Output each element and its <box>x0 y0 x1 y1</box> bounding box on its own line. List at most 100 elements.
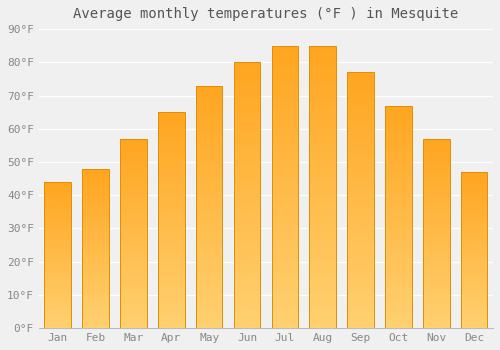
Bar <box>385 297 411 301</box>
Bar <box>82 261 109 264</box>
Bar <box>44 293 71 296</box>
Bar <box>461 319 487 322</box>
Bar <box>385 257 411 261</box>
Bar <box>196 139 222 144</box>
Bar <box>234 238 260 243</box>
Bar <box>385 132 411 137</box>
Bar <box>348 77 374 83</box>
Bar <box>272 204 298 210</box>
Bar <box>423 256 450 260</box>
Bar <box>423 321 450 324</box>
Bar <box>310 63 336 68</box>
Bar <box>196 154 222 158</box>
Bar <box>272 91 298 97</box>
Bar <box>158 229 184 233</box>
Bar <box>461 178 487 181</box>
Bar <box>82 169 109 328</box>
Bar <box>44 299 71 302</box>
Bar <box>82 207 109 210</box>
Bar <box>44 287 71 290</box>
Bar <box>234 254 260 259</box>
Bar <box>385 284 411 288</box>
Bar <box>348 93 374 98</box>
Bar <box>44 252 71 255</box>
Bar <box>310 232 336 238</box>
Bar <box>120 207 146 211</box>
Bar <box>348 298 374 303</box>
Bar <box>461 247 487 250</box>
Bar <box>44 214 71 217</box>
Bar <box>234 264 260 270</box>
Bar <box>44 185 71 188</box>
Bar <box>348 185 374 190</box>
Bar <box>82 220 109 223</box>
Bar <box>423 252 450 256</box>
Bar <box>196 183 222 188</box>
Bar <box>82 204 109 207</box>
Bar <box>310 108 336 113</box>
Bar <box>120 226 146 230</box>
Bar <box>196 260 222 265</box>
Bar <box>44 223 71 226</box>
Bar <box>461 278 487 281</box>
Bar <box>158 142 184 147</box>
Bar <box>423 150 450 154</box>
Bar <box>196 226 222 231</box>
Bar <box>196 241 222 246</box>
Bar <box>423 222 450 226</box>
Bar <box>272 164 298 170</box>
Bar <box>272 266 298 272</box>
Bar <box>272 108 298 113</box>
Bar <box>348 287 374 292</box>
Bar <box>348 180 374 185</box>
Bar <box>158 320 184 324</box>
Bar <box>82 191 109 194</box>
Bar <box>158 242 184 246</box>
Bar <box>272 85 298 91</box>
Bar <box>196 323 222 328</box>
Bar <box>385 275 411 279</box>
Bar <box>423 309 450 313</box>
Bar <box>120 154 146 158</box>
Bar <box>310 170 336 176</box>
Bar <box>272 63 298 68</box>
Bar <box>348 226 374 231</box>
Bar <box>120 309 146 313</box>
Bar <box>196 134 222 139</box>
Bar <box>423 184 450 188</box>
Bar <box>120 248 146 252</box>
Bar <box>423 207 450 211</box>
Bar <box>158 302 184 307</box>
Bar <box>385 154 411 159</box>
Bar <box>120 165 146 169</box>
Bar <box>348 282 374 287</box>
Bar <box>44 320 71 322</box>
Bar <box>158 190 184 194</box>
Bar <box>234 99 260 105</box>
Bar <box>44 270 71 273</box>
Bar <box>385 239 411 244</box>
Bar <box>385 306 411 310</box>
Bar <box>310 91 336 97</box>
Bar <box>348 118 374 124</box>
Bar <box>272 215 298 221</box>
Bar <box>158 147 184 151</box>
Bar <box>196 304 222 309</box>
Bar <box>196 294 222 299</box>
Bar <box>272 125 298 131</box>
Bar <box>348 318 374 323</box>
Bar <box>385 141 411 146</box>
Bar <box>158 138 184 142</box>
Bar <box>120 321 146 324</box>
Bar <box>82 309 109 312</box>
Bar <box>158 117 184 121</box>
Bar <box>423 306 450 309</box>
Bar <box>44 220 71 223</box>
Bar <box>196 309 222 314</box>
Bar <box>461 184 487 188</box>
Bar <box>196 149 222 154</box>
Bar <box>385 266 411 270</box>
Bar <box>348 308 374 313</box>
Bar <box>272 210 298 215</box>
Bar <box>82 232 109 236</box>
